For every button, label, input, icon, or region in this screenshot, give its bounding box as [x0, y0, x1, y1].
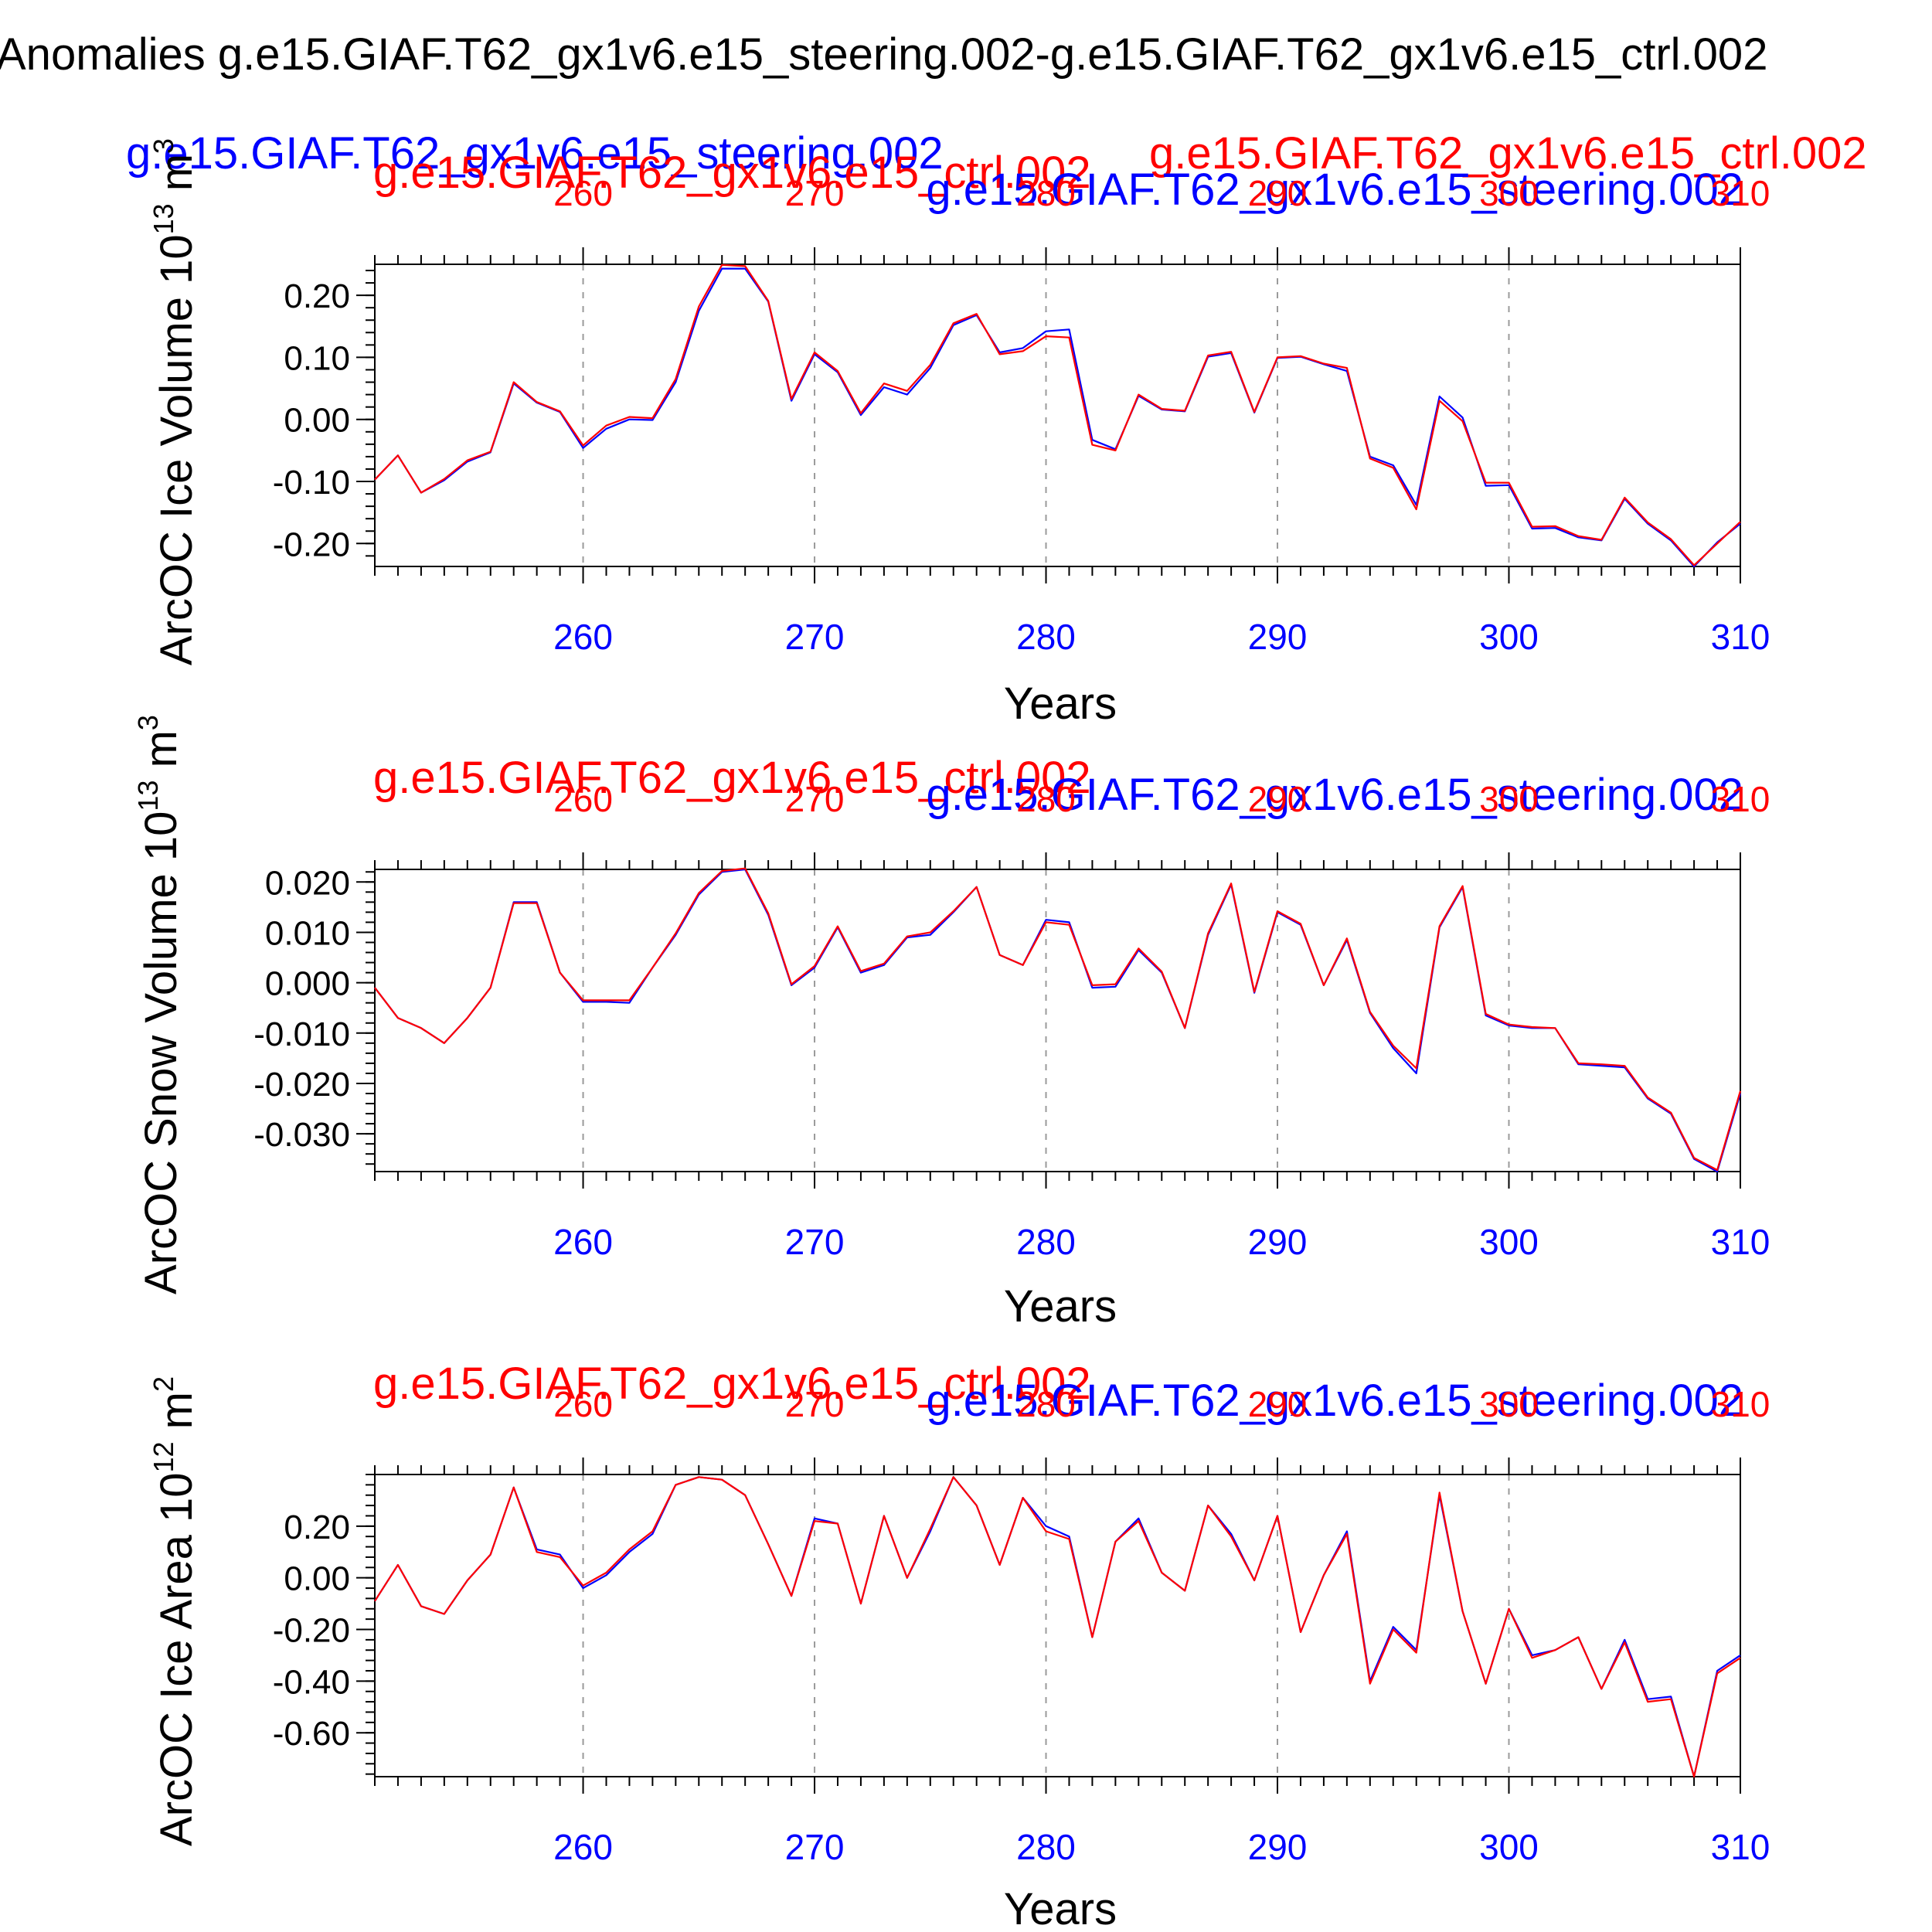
series-line-ctrl — [374, 1476, 1741, 1778]
x-tick-label-bottom: 260 — [553, 1222, 613, 1262]
y-axis-label-unit: m — [151, 154, 202, 203]
x-axis-label: Years — [1004, 1281, 1117, 1332]
x-tick-label-top: 310 — [1711, 173, 1770, 213]
x-tick-label-bottom: 310 — [1711, 1827, 1770, 1867]
x-tick-label-top: 290 — [1248, 173, 1308, 213]
x-tick-label-bottom: 310 — [1711, 1222, 1770, 1262]
x-tick-label-top: 310 — [1711, 779, 1770, 819]
y-tick-label: -0.40 — [273, 1663, 350, 1701]
x-tick-label-top: 310 — [1711, 1384, 1770, 1424]
x-axis-label: Years — [1004, 1884, 1117, 1932]
panel-title-ctrl: g.e15.GIAF.T62_gx1v6.e15_ctrl.002 — [373, 148, 1091, 198]
y-axis-label-text: ArcOC Ice Area 10 — [151, 1472, 202, 1846]
y-tick-label: 0.10 — [284, 339, 350, 377]
x-tick-label-bottom: 280 — [1016, 1222, 1076, 1262]
panel-title-steering: g.e15.GIAF.T62_gx1v6.e15_steering.002 — [926, 1376, 1743, 1426]
x-tick-label-bottom: 260 — [553, 617, 613, 657]
x-axis-label: Years — [1004, 679, 1117, 729]
chart-panel-ice-area: g.e15.GIAF.T62_gx1v6.e15_ctrl.002g.e15.G… — [148, 1359, 1770, 1932]
series-line-ctrl — [374, 264, 1741, 566]
y-axis-label-text: ArcOC Ice Volume 10 — [151, 234, 202, 665]
plot-frame — [374, 264, 1741, 567]
x-tick-label-bottom: 300 — [1479, 1827, 1539, 1867]
x-tick-label-bottom: 270 — [785, 1827, 845, 1867]
x-tick-label-bottom: 290 — [1248, 617, 1308, 657]
y-tick-label: 0.20 — [284, 1509, 350, 1546]
x-tick-label-top: 300 — [1479, 1384, 1539, 1424]
panel-title-ctrl: g.e15.GIAF.T62_gx1v6.e15_ctrl.002 — [373, 753, 1091, 803]
y-tick-label: 0.000 — [265, 965, 350, 1003]
y-tick-label: -0.20 — [273, 1612, 350, 1650]
x-tick-label-bottom: 280 — [1016, 1827, 1076, 1867]
x-tick-label-top: 270 — [785, 1384, 845, 1424]
x-tick-label-top: 260 — [553, 779, 613, 819]
x-tick-label-top: 300 — [1479, 779, 1539, 819]
chart-panels: g.e15.GIAF.T62_gx1v6.e15_ctrl.002g.e15.G… — [132, 138, 1770, 1932]
y-tick-label: 0.00 — [284, 402, 350, 440]
y-axis-label-exponent: 13 — [132, 781, 164, 811]
x-tick-label-top: 290 — [1248, 779, 1308, 819]
y-axis-label: ArcOC Ice Volume 1013 m3 — [148, 138, 202, 665]
y-tick-label: 0.020 — [265, 864, 350, 902]
y-tick-label: -0.60 — [273, 1715, 350, 1753]
plot-frame — [374, 869, 1741, 1172]
y-tick-label: -0.20 — [273, 526, 350, 563]
x-tick-label-bottom: 300 — [1479, 617, 1539, 657]
y-axis-label-unit: m — [151, 1392, 202, 1441]
x-tick-label-bottom: 270 — [785, 1222, 845, 1262]
y-tick-label: -0.020 — [253, 1066, 350, 1104]
series-line-ctrl — [374, 867, 1742, 1172]
y-tick-label: 0.00 — [284, 1560, 350, 1598]
x-tick-label-bottom: 260 — [553, 1827, 613, 1867]
x-tick-label-top: 280 — [1016, 1384, 1076, 1424]
y-tick-label: -0.030 — [253, 1116, 350, 1154]
main-title: Anomalies g.e15.GIAF.T62_gx1v6.e15_steer… — [0, 29, 1767, 80]
y-tick-label: -0.010 — [253, 1015, 350, 1053]
y-tick-label: 0.20 — [284, 277, 350, 315]
panel-title-steering: g.e15.GIAF.T62_gx1v6.e15_steering.002 — [926, 770, 1743, 820]
y-axis-label-unit: m — [136, 730, 186, 780]
series-line-steering — [374, 868, 1742, 1173]
x-tick-label-bottom: 310 — [1711, 617, 1770, 657]
x-tick-label-bottom: 300 — [1479, 1222, 1539, 1262]
x-tick-label-top: 290 — [1248, 1384, 1308, 1424]
x-tick-label-bottom: 290 — [1248, 1222, 1308, 1262]
x-tick-label-top: 280 — [1016, 173, 1076, 213]
x-tick-label-top: 270 — [785, 173, 845, 213]
y-axis-label-unit-power: 2 — [148, 1376, 179, 1392]
x-tick-label-bottom: 270 — [785, 617, 845, 657]
series-line-steering — [374, 267, 1741, 568]
y-axis-label: ArcOC Ice Area 1012 m2 — [148, 1376, 202, 1846]
x-tick-label-bottom: 290 — [1248, 1827, 1308, 1867]
y-axis-label-exponent: 12 — [148, 1441, 179, 1472]
x-tick-label-top: 270 — [785, 779, 845, 819]
panel-title-steering: g.e15.GIAF.T62_gx1v6.e15_steering.002 — [926, 165, 1743, 215]
y-axis-label-unit-power: 3 — [132, 715, 164, 730]
chart-panel-ice-volume: g.e15.GIAF.T62_gx1v6.e15_ctrl.002g.e15.G… — [148, 138, 1770, 729]
x-tick-label-top: 300 — [1479, 173, 1539, 213]
y-axis-label: ArcOC Snow Volume 1013 m3 — [132, 715, 186, 1294]
x-tick-label-top: 260 — [553, 173, 613, 213]
x-tick-label-top: 260 — [553, 1384, 613, 1424]
panel-title-ctrl: g.e15.GIAF.T62_gx1v6.e15_ctrl.002 — [373, 1359, 1091, 1409]
chart-panel-snow-volume: g.e15.GIAF.T62_gx1v6.e15_ctrl.002g.e15.G… — [132, 715, 1770, 1332]
y-axis-label-exponent: 13 — [148, 203, 179, 234]
plot-frame — [374, 1474, 1741, 1777]
y-tick-label: 0.010 — [265, 914, 350, 952]
y-tick-label: -0.10 — [273, 464, 350, 502]
y-axis-label-unit-power: 3 — [148, 138, 179, 154]
y-axis-label-text: ArcOC Snow Volume 10 — [136, 811, 186, 1294]
top-ctrl-label: g.e15.GIAF.T62_gx1v6.e15_ctrl.002 — [1149, 128, 1867, 179]
top-steering-label: g.e15.GIAF.T62_gx1v6.e15_steering.002 — [126, 128, 944, 179]
x-tick-label-top: 280 — [1016, 779, 1076, 819]
x-tick-label-bottom: 280 — [1016, 617, 1076, 657]
